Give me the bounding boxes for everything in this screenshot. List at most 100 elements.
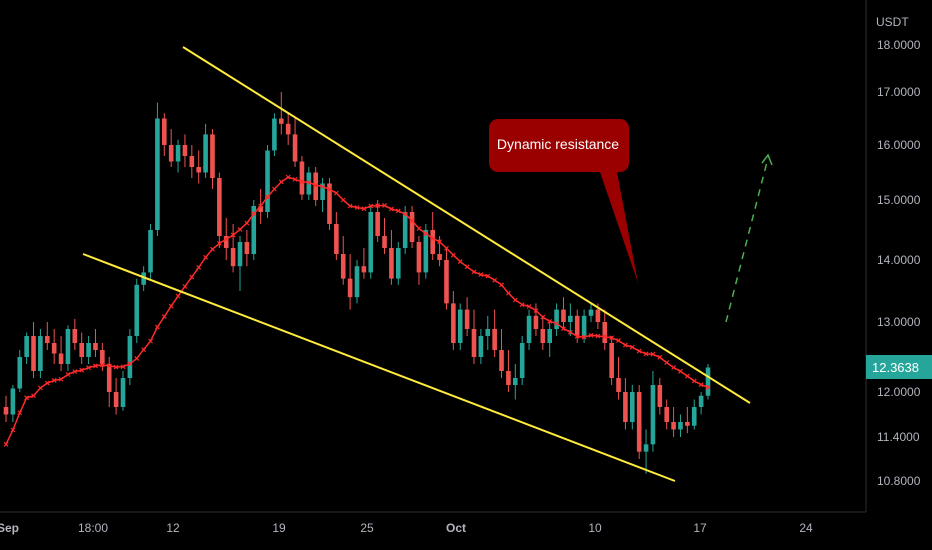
candle-up (237, 236, 243, 291)
candle-up (320, 178, 325, 212)
candle-up (395, 242, 401, 285)
time-tick-label: 24 (799, 521, 813, 535)
candle-down (347, 254, 353, 310)
moving-average-marker (554, 320, 560, 326)
moving-average-marker (285, 174, 291, 180)
moving-average-marker (485, 273, 491, 279)
candle-down (492, 309, 497, 357)
candle-up (10, 385, 16, 422)
moving-average-marker (134, 355, 140, 361)
moving-average-marker (196, 265, 202, 270)
time-tick-label: 12 (166, 521, 180, 535)
candle-up (457, 303, 463, 350)
moving-average-marker (127, 361, 133, 367)
candle-up (155, 102, 160, 236)
price-tick-label: 11.4000 (877, 430, 920, 444)
moving-average-marker (10, 427, 16, 433)
projection-arrowhead (761, 153, 773, 166)
moving-average-marker (106, 363, 112, 369)
moving-average-marker (113, 364, 119, 370)
candle-down (561, 297, 566, 329)
price-tick-label: 13.0000 (877, 315, 921, 329)
price-tick-label: 15.0000 (877, 193, 921, 207)
candle-up (643, 429, 649, 474)
moving-average-marker (189, 274, 195, 280)
moving-average-marker (444, 245, 449, 251)
candle-down (196, 150, 202, 184)
candle-up (265, 145, 270, 218)
moving-average-marker (678, 368, 683, 374)
candle-up (554, 303, 559, 336)
moving-average-marker (161, 314, 167, 319)
candle-down (189, 145, 195, 178)
candle-down (375, 200, 380, 242)
candle-up (678, 414, 683, 437)
moving-average-marker (292, 176, 298, 182)
moving-average-marker (540, 314, 546, 320)
moving-average-marker (313, 182, 319, 188)
moving-average-marker (698, 382, 704, 388)
candle-down (93, 329, 98, 357)
moving-average-marker (99, 362, 105, 368)
moving-average-marker (258, 203, 264, 209)
candle-down (31, 322, 36, 378)
dynamic-resistance-callout: Dynamic resistance (489, 119, 638, 283)
moving-average-marker (306, 179, 312, 185)
moving-average-marker (375, 203, 381, 209)
moving-average-marker (430, 235, 436, 241)
moving-average-marker (58, 376, 64, 382)
moving-average-marker (31, 393, 36, 399)
moving-average-marker (182, 284, 188, 289)
time-tick-label: 25 (360, 521, 374, 535)
moving-average-marker (93, 363, 98, 369)
moving-average-marker (148, 338, 153, 344)
candle-up (568, 303, 573, 336)
moving-average-marker (464, 264, 470, 270)
candle-down (382, 218, 387, 254)
moving-average-marker (168, 303, 174, 309)
moving-average-marker (622, 342, 628, 348)
candle-down (44, 322, 50, 350)
moving-average-marker (533, 308, 539, 313)
time-tick-label: 17 (693, 521, 707, 535)
candle-up (120, 371, 126, 411)
moving-average-marker (72, 369, 78, 375)
projection-arrow (725, 157, 769, 323)
moving-average-marker (478, 272, 484, 277)
moving-average-marker (492, 277, 498, 283)
candle-down (657, 378, 663, 415)
moving-average-marker (368, 203, 374, 209)
moving-average-line (3, 174, 711, 447)
moving-average-marker (437, 239, 443, 245)
candle-up (134, 278, 140, 343)
moving-average-marker (278, 179, 284, 185)
moving-average-marker (320, 184, 326, 189)
moving-average-marker (664, 360, 670, 366)
candle-up (512, 364, 518, 400)
last-price-label: 12.3638 (872, 360, 919, 375)
candle-down (685, 407, 690, 434)
candle-down (113, 378, 119, 415)
candle-up (203, 123, 208, 178)
moving-average-marker (499, 282, 504, 288)
moving-average-marker (327, 186, 332, 192)
candle-up (485, 315, 491, 350)
moving-average-marker (450, 252, 456, 258)
price-axis: 18.0000 17.0000 16.0000 15.0000 14.0000 13.00… (877, 38, 921, 488)
price-tick-label: 17.0000 (877, 85, 921, 99)
moving-average-marker (230, 232, 236, 238)
moving-average-marker (402, 211, 408, 217)
moving-average-marker (237, 226, 243, 232)
moving-average-marker (86, 365, 92, 371)
moving-average-marker (347, 203, 353, 209)
moving-average-marker (423, 231, 429, 237)
moving-average-marker (512, 297, 518, 303)
moving-average-marker (595, 333, 601, 339)
candle-up (354, 260, 360, 304)
candle-up (251, 200, 257, 260)
moving-average-marker (388, 206, 394, 212)
moving-average-marker (457, 259, 463, 264)
candle-up (272, 113, 277, 156)
moving-average-marker (3, 441, 9, 447)
